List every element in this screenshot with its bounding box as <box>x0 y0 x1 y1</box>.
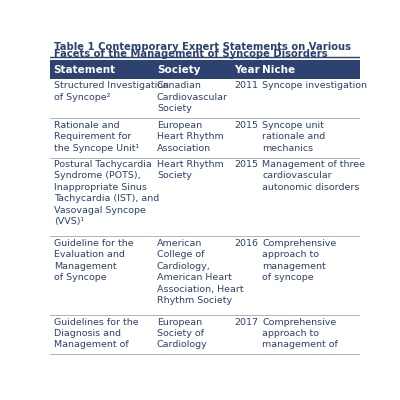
Text: Syncope unit
rationale and
mechanics: Syncope unit rationale and mechanics <box>262 121 326 152</box>
Text: Management of three
cardiovascular
autonomic disorders: Management of three cardiovascular auton… <box>262 160 365 192</box>
Text: Heart Rhythm
Society: Heart Rhythm Society <box>157 160 224 180</box>
FancyBboxPatch shape <box>50 60 360 79</box>
Text: 2016: 2016 <box>234 239 258 248</box>
Text: American
College of
Cardiology,
American Heart
Association, Heart
Rhythm Society: American College of Cardiology, American… <box>157 239 244 305</box>
Text: 2011: 2011 <box>234 81 258 90</box>
Text: Structured Investigation
of Syncope²: Structured Investigation of Syncope² <box>54 81 169 102</box>
Text: Syncope investigation: Syncope investigation <box>262 81 367 90</box>
Text: Rationale and
Requirement for
the Syncope Unit¹: Rationale and Requirement for the Syncop… <box>54 121 139 152</box>
Text: Statement: Statement <box>54 64 116 74</box>
Text: Table 1 Contemporary Expert Statements on Various: Table 1 Contemporary Expert Statements o… <box>54 42 351 52</box>
Text: Comprehensive
approach to
management
of syncope: Comprehensive approach to management of … <box>262 239 337 282</box>
Text: Year: Year <box>234 64 260 74</box>
Text: Niche: Niche <box>262 64 296 74</box>
Text: 2015: 2015 <box>234 160 258 169</box>
Text: Canadian
Cardiovascular
Society: Canadian Cardiovascular Society <box>157 81 228 113</box>
Text: European
Heart Rhythm
Association: European Heart Rhythm Association <box>157 121 224 152</box>
Text: Facets of the Management of Syncope Disorders: Facets of the Management of Syncope Diso… <box>54 49 327 59</box>
Text: Society: Society <box>157 64 200 74</box>
Text: Guidelines for the
Diagnosis and
Management of: Guidelines for the Diagnosis and Managem… <box>54 318 138 350</box>
Text: 2015: 2015 <box>234 121 258 130</box>
Text: Comprehensive
approach to
management of: Comprehensive approach to management of <box>262 318 338 350</box>
Text: Guideline for the
Evaluation and
Management
of Syncope: Guideline for the Evaluation and Managem… <box>54 239 133 282</box>
Text: Postural Tachycardia
Syndrome (POTS),
Inappropriate Sinus
Tachycardia (IST), and: Postural Tachycardia Syndrome (POTS), In… <box>54 160 159 226</box>
Text: European
Society of
Cardiology: European Society of Cardiology <box>157 318 208 350</box>
Text: 2017: 2017 <box>234 318 258 326</box>
